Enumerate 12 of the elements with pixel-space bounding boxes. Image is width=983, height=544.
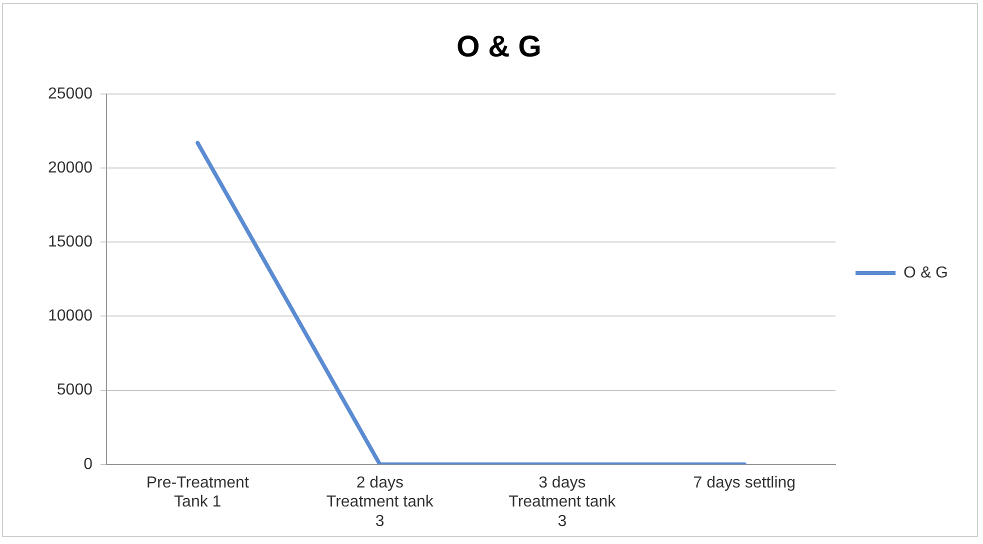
x-tick-label: 3 days Treatment tank 3 xyxy=(508,474,617,530)
x-tick-label: 2 days Treatment tank 3 xyxy=(326,474,434,530)
x-tick-label: Pre-Treatment Tank 1 xyxy=(146,474,250,511)
y-tick-label: 5000 xyxy=(56,382,93,399)
legend-label: O & G xyxy=(904,264,948,282)
y-tick-label: 15000 xyxy=(48,234,93,251)
x-tick-label: 7 days settling xyxy=(693,474,796,492)
y-tick-label: 20000 xyxy=(48,159,93,176)
chart-title: O & G xyxy=(456,30,542,64)
y-tick-label: 10000 xyxy=(48,308,93,325)
y-tick-label: 25000 xyxy=(48,85,93,102)
y-tick-label: 0 xyxy=(84,456,93,473)
